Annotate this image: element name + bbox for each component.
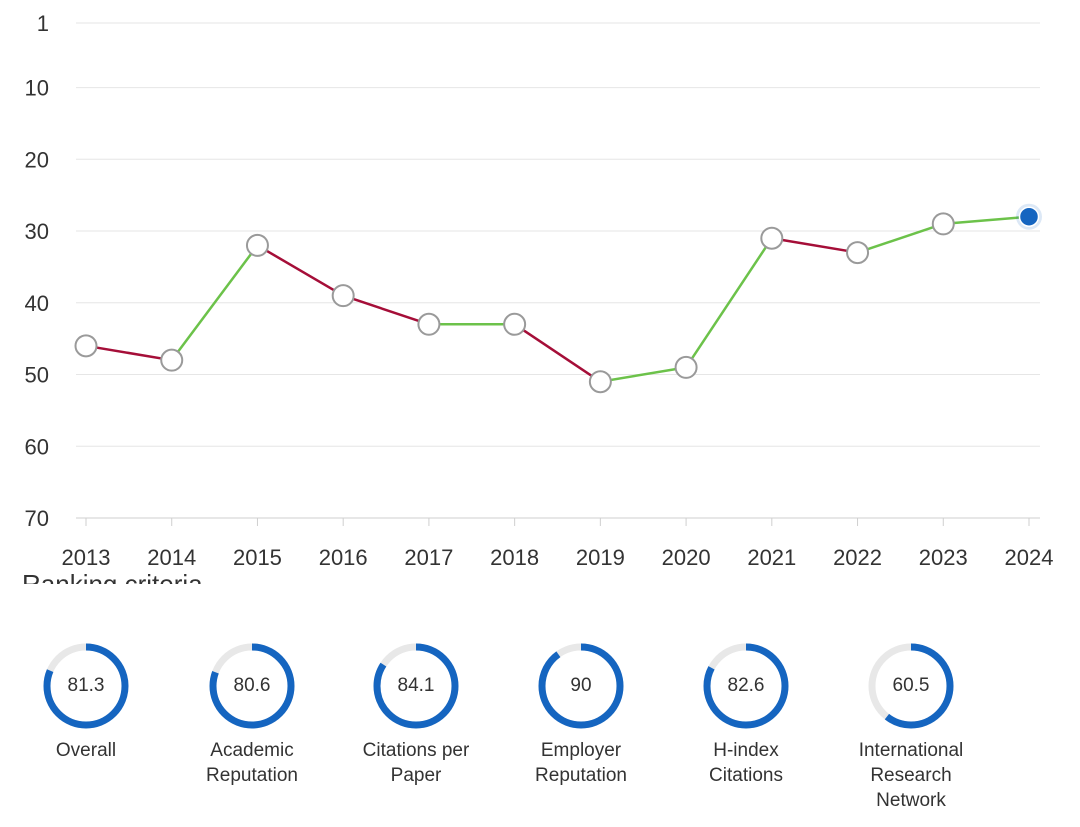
data-point bbox=[931, 212, 955, 236]
criterion-citations-per-paper[interactable]: 84.1 Citations per Paper bbox=[336, 640, 496, 788]
criterion-label: Academic Reputation bbox=[206, 740, 298, 786]
series-segment bbox=[599, 366, 688, 383]
x-tick-label: 2018 bbox=[490, 545, 539, 570]
score-ring: 90 bbox=[535, 640, 627, 732]
criterion-label: Citations per Paper bbox=[362, 740, 470, 786]
score-value: 82.6 bbox=[727, 675, 765, 696]
score-ring: 60.5 bbox=[865, 640, 957, 732]
series-segment bbox=[341, 294, 431, 326]
criterion-label: H-index Citations bbox=[709, 740, 783, 786]
series-segment bbox=[84, 344, 173, 362]
x-tick-label: 2024 bbox=[1005, 545, 1054, 570]
x-tick-label: 2015 bbox=[233, 545, 282, 570]
data-point bbox=[760, 226, 784, 250]
score-value: 81.3 bbox=[67, 675, 105, 696]
criterion-employer-reputation[interactable]: 90 Employer Reputation bbox=[501, 640, 661, 788]
score-ring: 82.6 bbox=[700, 640, 792, 732]
data-point bbox=[503, 312, 527, 336]
data-point bbox=[588, 370, 612, 394]
data-point bbox=[160, 348, 184, 372]
series-segment bbox=[942, 215, 1031, 226]
data-point bbox=[74, 334, 98, 358]
series-segment bbox=[856, 222, 945, 254]
x-tick-label: 2021 bbox=[747, 545, 796, 570]
score-ring-progress bbox=[209, 643, 295, 729]
criterion-international-research-network[interactable]: 60.5 International Research Network bbox=[831, 640, 991, 813]
data-point-current bbox=[1018, 206, 1040, 227]
y-tick-label: 70 bbox=[25, 506, 49, 531]
score-value: 80.6 bbox=[233, 675, 271, 696]
score-value: 60.5 bbox=[892, 675, 930, 696]
score-ring: 84.1 bbox=[370, 640, 462, 732]
score-value: 90 bbox=[570, 675, 592, 696]
series-segment bbox=[770, 236, 859, 254]
y-tick-label: 40 bbox=[25, 291, 49, 316]
series-segment bbox=[513, 323, 602, 383]
ranking-line-chart: 1 10 20 30 40 50 60 70 2013 2014 2015 2016 2017 2018 2… bbox=[25, 11, 1054, 570]
x-tick-label: 2023 bbox=[919, 545, 968, 570]
series-segment bbox=[256, 244, 345, 297]
criteria-list: 81.3 Overall 80.6 Academic Reputation 84… bbox=[0, 640, 1080, 827]
score-ring-progress bbox=[868, 643, 954, 729]
series-segment bbox=[684, 236, 774, 369]
x-tick-label: 2014 bbox=[147, 545, 196, 570]
x-tick-label: 2017 bbox=[404, 545, 453, 570]
score-value: 84.1 bbox=[397, 675, 435, 696]
score-ring-progress bbox=[703, 643, 789, 729]
y-tick-label: 30 bbox=[25, 219, 49, 244]
score-ring-progress bbox=[43, 643, 129, 729]
criterion-label: Employer Reputation bbox=[535, 740, 627, 786]
y-tick-label: 60 bbox=[25, 434, 49, 459]
criterion-h-index-citations[interactable]: 82.6 H-index Citations bbox=[666, 640, 826, 788]
score-ring-progress bbox=[538, 643, 624, 729]
data-point bbox=[417, 312, 441, 336]
data-point bbox=[245, 233, 269, 257]
data-point bbox=[674, 355, 698, 379]
y-tick-label: 1 bbox=[37, 11, 49, 36]
criterion-label: Overall bbox=[55, 740, 117, 761]
data-point bbox=[331, 284, 355, 308]
criterion-academic-reputation[interactable]: 80.6 Academic Reputation bbox=[172, 640, 332, 788]
x-tick-label: 2013 bbox=[62, 545, 111, 570]
y-tick-label: 50 bbox=[25, 363, 49, 388]
score-ring: 81.3 bbox=[40, 640, 132, 732]
section-title-ranking-criteria: Ranking criteria bbox=[22, 569, 203, 584]
score-ring-progress bbox=[373, 643, 459, 729]
series-segment bbox=[170, 244, 259, 362]
criterion-label: International Research Network bbox=[858, 740, 964, 811]
x-tick-label: 2016 bbox=[319, 545, 368, 570]
y-tick-label: 20 bbox=[25, 147, 49, 172]
x-tick-label: 2022 bbox=[833, 545, 882, 570]
score-ring: 80.6 bbox=[206, 640, 298, 732]
data-point bbox=[846, 241, 870, 265]
criterion-overall[interactable]: 81.3 Overall bbox=[6, 640, 166, 763]
x-tick-label: 2020 bbox=[662, 545, 711, 570]
x-tick-label: 2019 bbox=[576, 545, 625, 570]
y-tick-label: 10 bbox=[25, 76, 49, 101]
